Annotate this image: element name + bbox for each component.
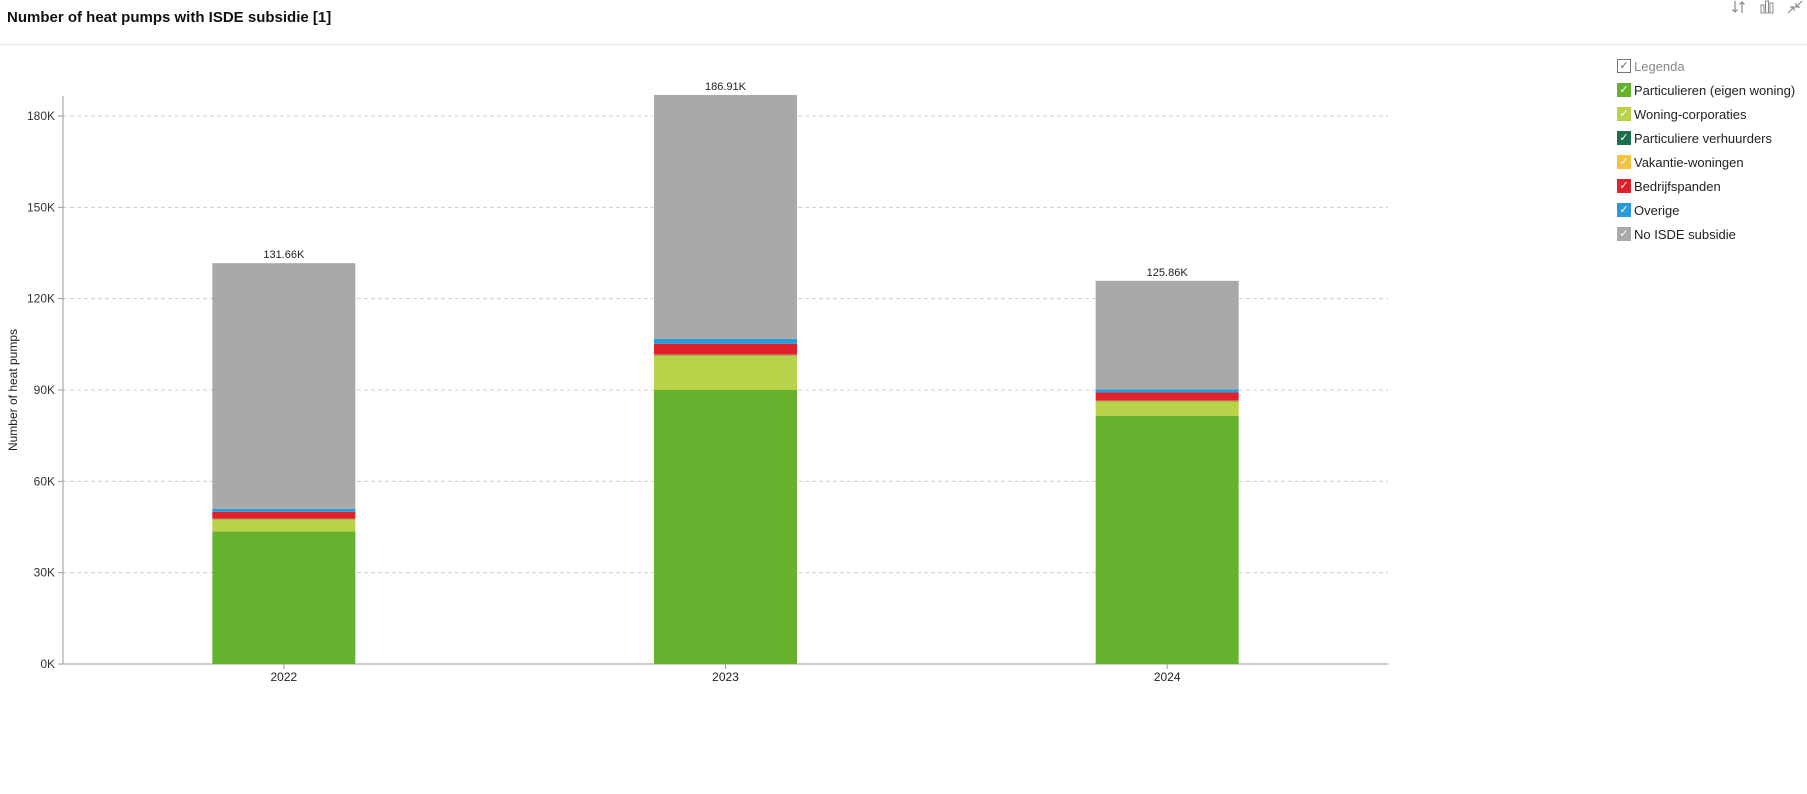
bar-segment[interactable]: Woning-corporaties: 4000 [212, 519, 356, 532]
legend-label: Overige [1634, 202, 1680, 218]
legend-check-icon: ✓ [1617, 155, 1631, 169]
legend-item[interactable]: ✓ Vakantie-woningen [1617, 150, 1802, 174]
bar-segment[interactable]: Overige: 1600 [654, 338, 797, 344]
bar-segment[interactable]: No ISDE subsidie: 80110 [654, 94, 797, 339]
legend-check-icon: ✓ [1617, 203, 1631, 217]
legend-check-icon: ✓ [1617, 227, 1631, 241]
bar-segment[interactable]: No ISDE subsidie: 35660 [1095, 280, 1239, 390]
bar-total-label: 125.86K [1147, 267, 1189, 279]
legend-check-icon: ✓ [1617, 107, 1631, 121]
legend-label: Bedrijfspanden [1634, 178, 1721, 194]
legend-check-icon: ✓ [1617, 179, 1631, 193]
legend-item[interactable]: ✓ Particuliere verhuurders [1617, 126, 1802, 150]
legend-label: Woning-corporaties [1634, 106, 1747, 122]
bar-segment[interactable]: Woning-corporaties: 4800 [1095, 401, 1239, 416]
y-tick-label: 90K [34, 383, 55, 397]
legend-label: Particulieren (eigen woning) [1634, 82, 1796, 98]
bar-total-label: 131.66K [263, 249, 305, 261]
bar-segment[interactable]: Overige: 1000 [212, 508, 356, 512]
bar-chart-icon[interactable] [1759, 0, 1775, 14]
legend-header-label: Legenda [1634, 58, 1685, 74]
legend-check-icon: ✓ [1617, 83, 1631, 97]
chart-toolbar [1731, 0, 1803, 14]
legend-item[interactable]: ✓ Overige [1617, 198, 1802, 222]
y-tick-label: 30K [34, 566, 55, 580]
bar-segment[interactable]: Bedrijfspanden: 3600 [654, 343, 797, 355]
legend-item[interactable]: ✓ No ISDE subsidie [1617, 222, 1802, 246]
bar-segment[interactable]: Bedrijfspanden: 2300 [212, 511, 356, 519]
legend-toggle-all[interactable]: ✓ Legenda [1617, 54, 1802, 78]
legend-label: Particuliere verhuurders [1634, 130, 1773, 146]
bar-segment[interactable]: No ISDE subsidie: 80660 [212, 263, 356, 509]
stacked-bar-chart: 0K 30K 60K 90K 120K 150K 180K Number of heat pu… [6, 81, 1388, 684]
x-tick-label: 2022 [270, 670, 297, 684]
y-axis-title: Number of heat pumps [6, 329, 20, 451]
legend-label: Vakantie-woningen [1634, 154, 1744, 170]
bar-segment[interactable]: Particulieren (eigen woning): 81500 [1095, 415, 1239, 664]
y-tick-label: 60K [34, 474, 55, 488]
bar-segment[interactable]: Particulieren (eigen woning): 43500 [212, 531, 356, 664]
legend-label: No ISDE subsidie [1634, 226, 1736, 242]
y-tick-label: 120K [27, 292, 55, 306]
bar-segment[interactable]: Overige: 1000 [1095, 389, 1239, 393]
legend-item[interactable]: ✓ Particulieren (eigen woning) [1617, 78, 1802, 102]
sort-icon[interactable] [1731, 0, 1747, 14]
bar-segment[interactable]: Particulieren (eigen woning): 90000 [654, 390, 797, 664]
x-tick-label: 2023 [712, 670, 739, 684]
bar-segment[interactable]: Woning-corporaties: 11300 [654, 355, 797, 390]
y-tick-label: 180K [27, 109, 55, 123]
chart-title: Number of heat pumps with ISDE subsidie … [7, 9, 332, 26]
x-tick-label: 2024 [1154, 670, 1181, 684]
legend-check-icon: ✓ [1617, 131, 1631, 145]
bar-segment[interactable]: Bedrijfspanden: 2700 [1095, 392, 1239, 401]
collapse-icon[interactable] [1787, 0, 1803, 14]
legend-item[interactable]: ✓ Woning-corporaties [1617, 102, 1802, 126]
legend: ✓ Legenda ✓ Particulieren (eigen woning) ✓… [1617, 54, 1802, 246]
bar-total-label: 186.91K [705, 81, 747, 93]
legend-checkbox-icon: ✓ [1617, 59, 1631, 73]
y-tick-label: 0K [40, 657, 55, 671]
chart-header: Number of heat pumps with ISDE subsidie … [0, 0, 1807, 45]
legend-item[interactable]: ✓ Bedrijfspanden [1617, 174, 1802, 198]
y-tick-label: 150K [27, 200, 55, 214]
